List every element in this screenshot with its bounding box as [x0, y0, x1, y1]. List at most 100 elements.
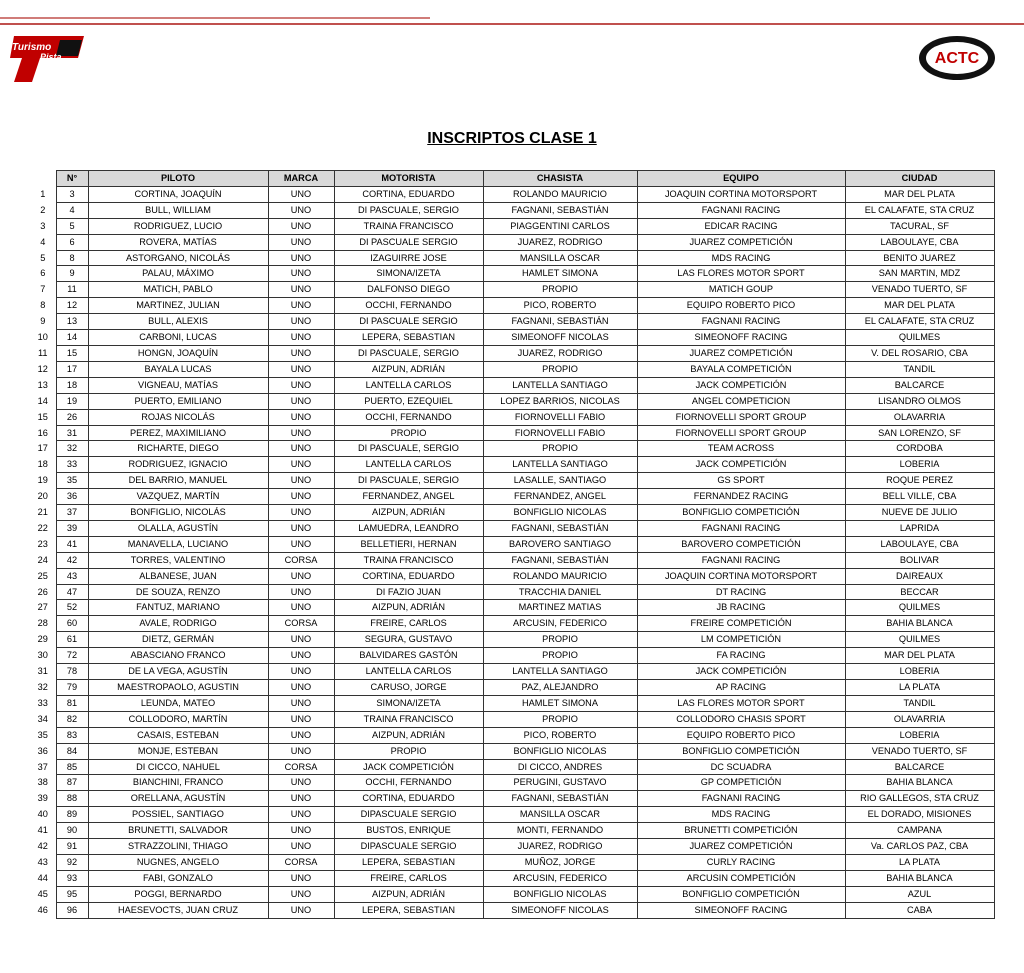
- table-cell: FREIRE, CARLOS: [333, 869, 484, 887]
- row-index: 4: [30, 234, 56, 251]
- table-cell: DI PASCUALE SERGIO: [333, 233, 484, 251]
- table-cell: CORDOBA: [844, 440, 995, 458]
- table-cell: JUAREZ COMPETICIÓN: [636, 233, 846, 251]
- table-cell: JACK COMPETICIÓN: [333, 758, 484, 776]
- table-cell: AIZPUN, ADRIÁN: [333, 599, 484, 617]
- row-index: 31: [30, 663, 56, 680]
- table-cell: FANTUZ, MARIANO: [87, 599, 269, 617]
- table-cell: LANTELLA CARLOS: [333, 376, 484, 394]
- table-cell: CORTINA, EDUARDO: [333, 790, 484, 808]
- table-cell: LASALLE, SANTIAGO: [482, 472, 638, 490]
- table-cell: UNO: [267, 265, 335, 283]
- table-cell: ASTORGANO, NICOLÁS: [87, 249, 269, 267]
- table-row: 8 12 MARTINEZ, JULIAN UNO OCCHI, FERNANDO PIC…: [30, 297, 995, 315]
- table-cell: 78: [55, 663, 89, 680]
- table-cell: UNO: [267, 313, 335, 331]
- table-cell: 90: [55, 822, 89, 840]
- table-cell: SIMEONOFF NICOLAS: [482, 329, 638, 346]
- table-cell: QUILMES: [844, 599, 995, 617]
- table-cell: ROLANDO MAURICIO: [482, 185, 638, 203]
- table-cell: PROPIO: [482, 360, 638, 378]
- table-cell: CORSA: [267, 758, 335, 776]
- table-cell: CURLY RACING: [636, 853, 846, 871]
- table-row: 26 47 DE SOUZA, RENZO UNO DI FAZIO JUAN TRACC…: [30, 583, 995, 601]
- table-row: 29 61 DIETZ, GERMÁN UNO SEGURA, GUSTAVO PROPI…: [30, 631, 995, 649]
- table-cell: LA PLATA: [844, 853, 995, 871]
- table-cell: PIAGGENTINI CARLOS: [482, 217, 638, 235]
- table-cell: JUAREZ, RODRIGO: [482, 233, 638, 251]
- blank-cell: [30, 170, 56, 187]
- table-cell: UNO: [267, 774, 335, 792]
- table-cell: UNO: [267, 504, 335, 521]
- table-cell: FAGNANI RACING: [636, 519, 846, 537]
- table-cell: 43: [55, 567, 89, 585]
- table-cell: TANDIL: [844, 360, 995, 378]
- table-cell: ALBANESE, JUAN: [87, 567, 269, 585]
- table-cell: 52: [55, 599, 89, 617]
- table-cell: NUGNES, ANGELO: [87, 853, 269, 871]
- table-cell: UNO: [267, 408, 335, 426]
- table-cell: 79: [55, 679, 89, 696]
- row-index: 45: [30, 886, 56, 903]
- table-cell: SEGURA, GUSTAVO: [333, 631, 484, 649]
- table-cell: ROVERA, MATÍAS: [87, 233, 269, 251]
- table-cell: CABA: [844, 901, 995, 919]
- row-index: 20: [30, 488, 56, 505]
- table-row: 13 18 VIGNEAU, MATÍAS UNO LANTELLA CARLOS LAN…: [30, 376, 995, 394]
- row-index: 8: [30, 297, 56, 314]
- table-cell: BALVIDARES GASTÓN: [333, 647, 484, 665]
- table-cell: BONFIGLIO COMPETICIÓN: [636, 742, 846, 760]
- row-index: 44: [30, 870, 56, 887]
- table-row: 30 72 ABASCIANO FRANCO UNO BALVIDARES GASTÓN…: [30, 647, 995, 665]
- table-cell: 19: [55, 392, 89, 410]
- table-cell: ROQUE PEREZ: [844, 472, 995, 490]
- table-row: 45 95 POGGI, BERNARDO UNO AIZPUN, ADRIÁN BONF…: [30, 885, 995, 903]
- table-cell: UNO: [267, 567, 335, 585]
- table-cell: BOLIVAR: [844, 551, 995, 569]
- table-cell: RIO GALLEGOS, STA CRUZ: [844, 790, 995, 808]
- row-index: 6: [30, 265, 56, 282]
- table-cell: IZAGUIRRE JOSE: [333, 249, 484, 267]
- table-cell: AVALE, RODRIGO: [87, 615, 269, 633]
- table-cell: EQUIPO ROBERTO PICO: [636, 297, 846, 315]
- table-cell: DI FAZIO JUAN: [333, 583, 484, 601]
- table-cell: PROPIO: [482, 647, 638, 665]
- row-index: 39: [30, 790, 56, 807]
- table-row: 42 91 STRAZZOLINI, THIAGO UNO DIPASCUALE SER…: [30, 838, 995, 855]
- table-cell: CORTINA, JOAQUÍN: [87, 185, 269, 203]
- table-row: 6 9 PALAU, MÁXIMO UNO SIMONA/IZETA HAMLET SIM…: [30, 265, 995, 283]
- table-cell: JACK COMPETICIÓN: [636, 663, 846, 680]
- row-index: 46: [30, 902, 56, 919]
- table-cell: PROPIO: [482, 281, 638, 299]
- table-row: 5 8 ASTORGANO, NICOLÁS UNO IZAGUIRRE JOSE MAN…: [30, 249, 995, 267]
- table-cell: ORELLANA, AGUSTÍN: [87, 790, 269, 808]
- table-cell: COLLODORO CHASIS SPORT: [636, 710, 846, 728]
- table-cell: SIMONA/IZETA: [333, 265, 484, 283]
- table-cell: EL CALAFATE, STA CRUZ: [844, 201, 995, 219]
- table-cell: UNO: [267, 790, 335, 808]
- table-cell: NUEVE DE JULIO: [844, 504, 995, 521]
- table-row: 28 60 AVALE, RODRIGO CORSA FREIRE, CARLOS ARC…: [30, 615, 995, 633]
- row-index: 14: [30, 393, 56, 410]
- table-row: 10 14 CARBONI, LUCAS UNO LEPERA, SEBASTIAN SI…: [30, 329, 995, 346]
- table-row: 21 37 BONFIGLIO, NICOLÁS UNO AIZPUN, ADRIÁN B…: [30, 504, 995, 521]
- table-cell: FAGNANI, SEBASTIÁN: [482, 551, 638, 569]
- header-row: N° PILOTO MARCA MOTORISTA CHASISTA EQUIPO CIUD…: [30, 170, 995, 187]
- table-cell: VIGNEAU, MATÍAS: [87, 376, 269, 394]
- row-index: 35: [30, 727, 56, 744]
- table-cell: BONFIGLIO NICOLAS: [482, 504, 638, 521]
- table-cell: FREIRE, CARLOS: [333, 615, 484, 633]
- table-cell: TRAINA FRANCISCO: [333, 217, 484, 235]
- table-row: 7 11 MATICH, PABLO UNO DALFONSO DIEGO PROPIO M…: [30, 281, 995, 299]
- table-cell: PEREZ, MAXIMILIANO: [87, 424, 269, 442]
- left-logo: Turismo Pista: [10, 36, 84, 82]
- table-cell: ROLANDO MAURICIO: [482, 567, 638, 585]
- table-cell: 89: [55, 806, 89, 824]
- table-cell: LISANDRO OLMOS: [844, 392, 995, 410]
- table-cell: DI PASCUALE, SERGIO: [333, 201, 484, 219]
- column-header: MARCA: [267, 170, 335, 187]
- table-cell: 41: [55, 535, 89, 553]
- row-index: 30: [30, 647, 56, 664]
- table-cell: MATICH GOUP: [636, 281, 846, 299]
- table-cell: ROJAS NICOLÁS: [87, 408, 269, 426]
